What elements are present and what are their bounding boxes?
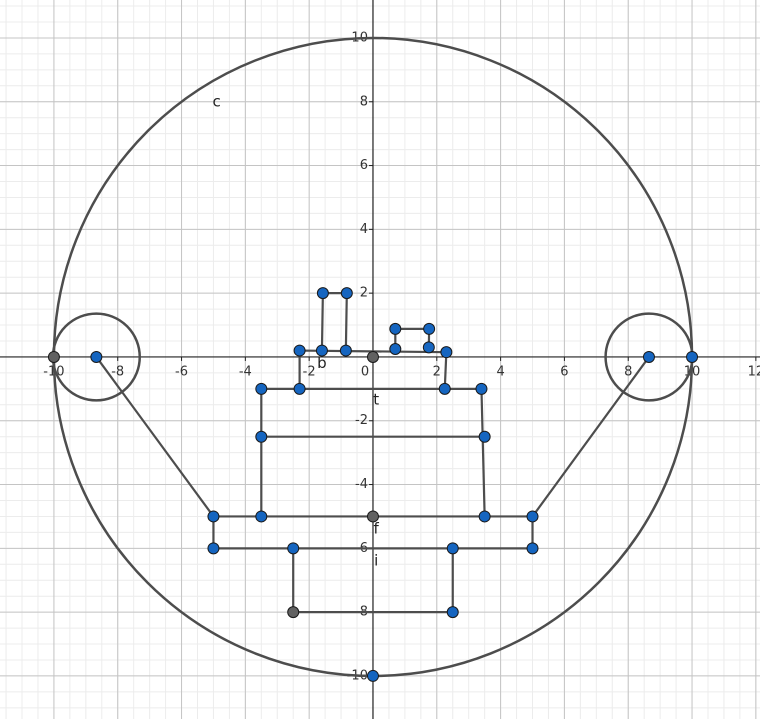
point (255, 430, 268, 443)
point (90, 350, 103, 363)
object-label: t (373, 391, 379, 409)
point (287, 542, 300, 555)
x-tick-label: -2 (303, 364, 316, 379)
point (526, 510, 539, 523)
point (340, 287, 353, 300)
point (478, 430, 491, 443)
point (339, 344, 352, 357)
x-tick-label: 8 (624, 364, 632, 379)
object-label: c (213, 92, 221, 110)
x-tick-label: 6 (560, 364, 568, 379)
segment (292, 548, 454, 614)
point (47, 350, 60, 363)
x-tick-label: 12 (748, 364, 760, 379)
point (440, 346, 453, 359)
segment (95, 356, 215, 518)
x-tick-label: -6 (175, 364, 188, 379)
point (255, 382, 268, 395)
x-tick-label: -12 (0, 364, 1, 379)
y-tick-label: -2 (355, 413, 368, 428)
y-tick-label: 6 (360, 158, 368, 173)
y-tick-label: -4 (355, 477, 368, 492)
point (389, 342, 402, 355)
point (366, 669, 379, 682)
point (293, 344, 306, 357)
point (438, 382, 451, 395)
segment (394, 327, 431, 349)
x-tick-label: 2 (433, 364, 441, 379)
segment (480, 388, 486, 517)
point (422, 341, 435, 354)
x-tick-label: -4 (239, 364, 252, 379)
point (423, 322, 436, 335)
point (207, 542, 220, 555)
point (642, 350, 655, 363)
point (526, 542, 539, 555)
x-tick-label: -8 (111, 364, 124, 379)
point (389, 322, 402, 335)
point (287, 606, 300, 619)
point (686, 350, 699, 363)
point (207, 510, 220, 523)
point (293, 382, 306, 395)
x-tick-label: 4 (496, 364, 504, 379)
y-tick-label: 4 (360, 222, 368, 237)
point (366, 350, 379, 363)
point (366, 510, 379, 523)
point (446, 606, 459, 619)
point (255, 510, 268, 523)
segment (320, 292, 348, 351)
point (315, 344, 328, 357)
point (478, 510, 491, 523)
point (475, 382, 488, 395)
y-tick-label: 8 (360, 94, 368, 109)
point (446, 542, 459, 555)
y-tick-label: 2 (360, 286, 368, 301)
point (316, 287, 329, 300)
object-label: b (317, 354, 327, 372)
x-tick-label: 0 (361, 364, 369, 379)
object-label: i (374, 552, 378, 570)
object-label: f (374, 520, 380, 538)
segment (531, 356, 650, 518)
